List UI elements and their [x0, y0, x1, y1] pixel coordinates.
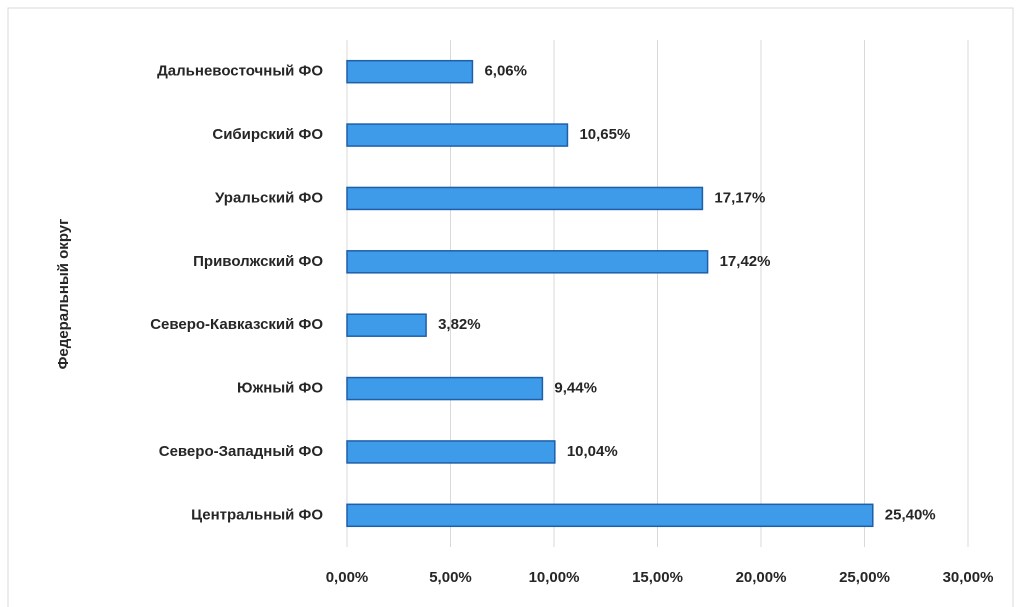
- x-tick-label: 15,00%: [632, 569, 683, 586]
- x-tick-label: 25,00%: [839, 569, 890, 586]
- bar: [346, 186, 704, 211]
- y-tick-label: Уральский ФО: [215, 189, 323, 206]
- y-tick-label: Северо-Западный ФО: [159, 443, 324, 460]
- data-label: 10,04%: [567, 443, 618, 460]
- data-label: 17,17%: [714, 189, 765, 206]
- y-tick-label: Центральный ФО: [191, 506, 323, 523]
- y-tick-label: Южный ФО: [237, 380, 323, 397]
- data-label: 9,44%: [554, 380, 597, 397]
- data-label: 25,40%: [885, 506, 936, 523]
- bar: [346, 313, 427, 337]
- bar: [346, 59, 474, 84]
- y-tick-label: Дальневосточный ФО: [157, 63, 323, 80]
- y-tick-label: Приволжский ФО: [193, 253, 323, 270]
- bar: [346, 503, 874, 528]
- data-label: 17,42%: [720, 253, 771, 270]
- x-tick-label: 20,00%: [736, 569, 787, 586]
- bar: [346, 376, 544, 401]
- y-tick-label: Северо-Кавказский ФО: [150, 316, 323, 333]
- data-label: 6,06%: [484, 63, 527, 80]
- y-tick-label: Сибирский ФО: [212, 126, 323, 143]
- x-tick-label: 30,00%: [943, 569, 994, 586]
- y-axis-label: Федеральный округ: [55, 219, 72, 370]
- bar: [346, 250, 709, 274]
- x-tick-label: 10,00%: [529, 569, 580, 586]
- data-label: 3,82%: [438, 316, 481, 333]
- data-label: 10,65%: [579, 126, 630, 143]
- bar: [346, 123, 569, 147]
- x-tick-label: 0,00%: [326, 569, 369, 586]
- bar: [346, 440, 556, 464]
- x-tick-label: 5,00%: [429, 569, 472, 586]
